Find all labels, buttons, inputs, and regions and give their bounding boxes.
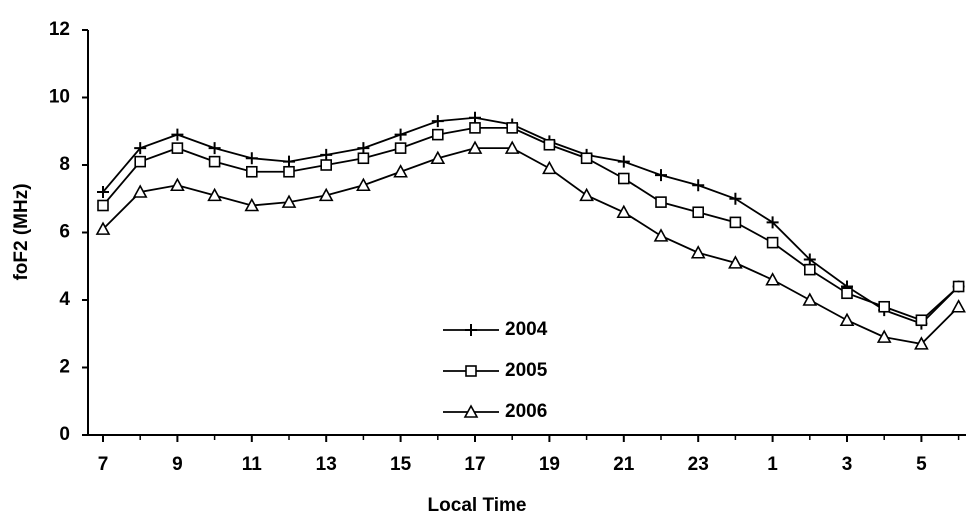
- data-point: [283, 165, 295, 178]
- x-tick-label: 7: [98, 454, 109, 475]
- data-point: [803, 263, 816, 276]
- data-point: [283, 155, 295, 168]
- data-point: [766, 216, 779, 229]
- data-point: [616, 204, 632, 219]
- data-point: [692, 179, 705, 192]
- x-tick-label: 15: [390, 454, 412, 475]
- data-point: [841, 287, 853, 300]
- data-point: [171, 128, 184, 141]
- data-point: [320, 148, 333, 161]
- data-point: [915, 314, 928, 327]
- legend-marker: [465, 365, 477, 377]
- legend-label: 2006: [505, 401, 547, 422]
- data-point: [208, 142, 221, 155]
- data-point: [803, 253, 816, 266]
- legend-label: 2004: [505, 319, 548, 340]
- data-point: [357, 142, 370, 155]
- data-point: [878, 300, 891, 313]
- data-point: [394, 128, 407, 141]
- x-tick-label: 17: [464, 454, 485, 475]
- legend-marker: [463, 404, 479, 418]
- data-point: [430, 150, 446, 165]
- data-point: [132, 184, 148, 198]
- x-tick-label: 5: [916, 454, 927, 475]
- data-point: [580, 152, 593, 165]
- data-point: [318, 187, 334, 202]
- y-tick-label: 0: [59, 424, 70, 445]
- data-point: [394, 142, 407, 154]
- x-tick-label: 23: [688, 454, 709, 475]
- data-point: [728, 255, 743, 269]
- data-point: [839, 312, 855, 327]
- data-point: [97, 186, 109, 198]
- data-point: [766, 236, 779, 249]
- data-point: [729, 192, 742, 205]
- data-point: [617, 155, 630, 168]
- x-tick-label: 3: [842, 454, 853, 475]
- data-point: [579, 187, 594, 202]
- data-point: [95, 221, 111, 235]
- data-point: [914, 336, 929, 350]
- x-axis-label: Local Time: [428, 495, 527, 516]
- y-tick-label: 2: [59, 357, 70, 378]
- x-tick-label: 13: [316, 454, 337, 475]
- data-point: [170, 177, 185, 192]
- x-tick-label: 9: [172, 454, 183, 475]
- data-point: [393, 164, 408, 178]
- data-point: [653, 228, 669, 242]
- x-tick-label: 11: [242, 454, 263, 475]
- data-point: [876, 329, 892, 343]
- series-line: [102, 126, 960, 322]
- data-point: [729, 216, 742, 229]
- data-point: [356, 177, 371, 192]
- y-axis-label: foF2 (MHz): [11, 183, 32, 280]
- y-tick-label: 4: [59, 289, 70, 310]
- data-point: [655, 196, 667, 208]
- x-tick-label: 19: [539, 454, 560, 475]
- data-point: [692, 206, 705, 219]
- y-tick-label: 6: [59, 222, 70, 243]
- data-point: [690, 245, 706, 259]
- data-point: [506, 122, 519, 134]
- data-point: [765, 272, 780, 286]
- x-tick-label: 21: [613, 454, 635, 475]
- data-point: [952, 280, 965, 293]
- series-line: [102, 116, 960, 325]
- series-line: [102, 147, 960, 345]
- data-point: [469, 111, 481, 124]
- data-point: [245, 152, 258, 165]
- data-point: [134, 142, 147, 155]
- legend-label: 2005: [505, 360, 548, 381]
- data-point: [281, 194, 297, 208]
- y-tick-label: 10: [49, 87, 70, 108]
- data-point: [244, 197, 260, 212]
- y-tick-label: 8: [59, 154, 70, 175]
- data-point: [951, 299, 966, 313]
- data-point: [504, 140, 520, 154]
- data-point: [134, 155, 146, 168]
- data-point: [469, 122, 481, 134]
- data-point: [207, 187, 222, 202]
- x-tick-label: 1: [767, 454, 778, 475]
- data-point: [467, 140, 483, 154]
- data-point: [431, 115, 444, 128]
- data-point: [246, 165, 258, 178]
- data-point: [320, 159, 333, 171]
- data-point: [431, 128, 444, 141]
- data-point: [208, 155, 221, 168]
- data-point: [617, 172, 630, 185]
- data-point: [802, 292, 818, 306]
- data-point: [357, 152, 370, 165]
- data-point: [542, 160, 557, 175]
- data-point: [97, 199, 109, 212]
- data-point: [171, 142, 184, 154]
- data-point: [543, 138, 556, 151]
- data-point: [655, 169, 667, 182]
- legend-marker: [465, 324, 477, 336]
- y-tick-label: 12: [49, 19, 70, 40]
